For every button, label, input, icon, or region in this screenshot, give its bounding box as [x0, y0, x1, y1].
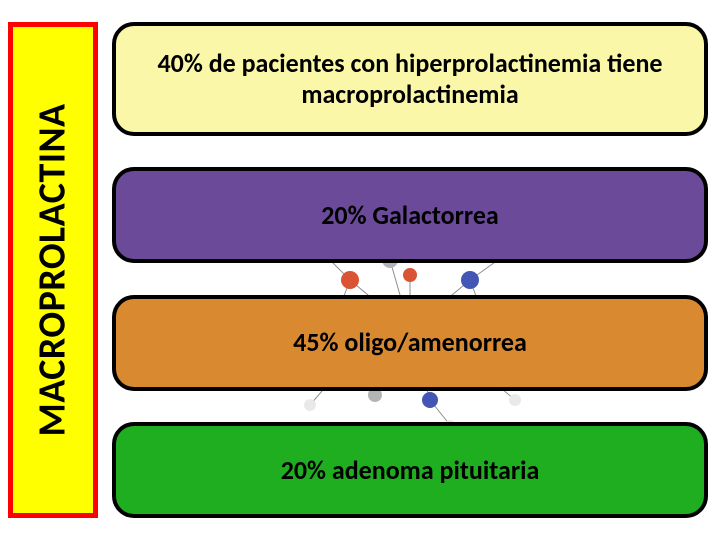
sidebar-title-label: MACROPROLACTINA — [30, 103, 76, 436]
info-boxes-container: 40% de pacientes con hiperprolactinemia … — [112, 22, 708, 518]
info-box-3-text: 20% adenoma pituitaria — [281, 455, 540, 486]
info-box-0: 40% de pacientes con hiperprolactinemia … — [112, 22, 708, 136]
info-box-0-text: 40% de pacientes con hiperprolactinemia … — [144, 48, 676, 109]
info-box-3: 20% adenoma pituitaria — [112, 422, 708, 518]
info-box-1: 20% Galactorrea — [112, 167, 708, 263]
sidebar-title-panel: MACROPROLACTINA — [8, 22, 98, 518]
info-box-2: 45% oligo/amenorrea — [112, 295, 708, 391]
info-box-1-text: 20% Galactorrea — [321, 200, 499, 231]
info-box-2-text: 45% oligo/amenorrea — [293, 327, 527, 358]
